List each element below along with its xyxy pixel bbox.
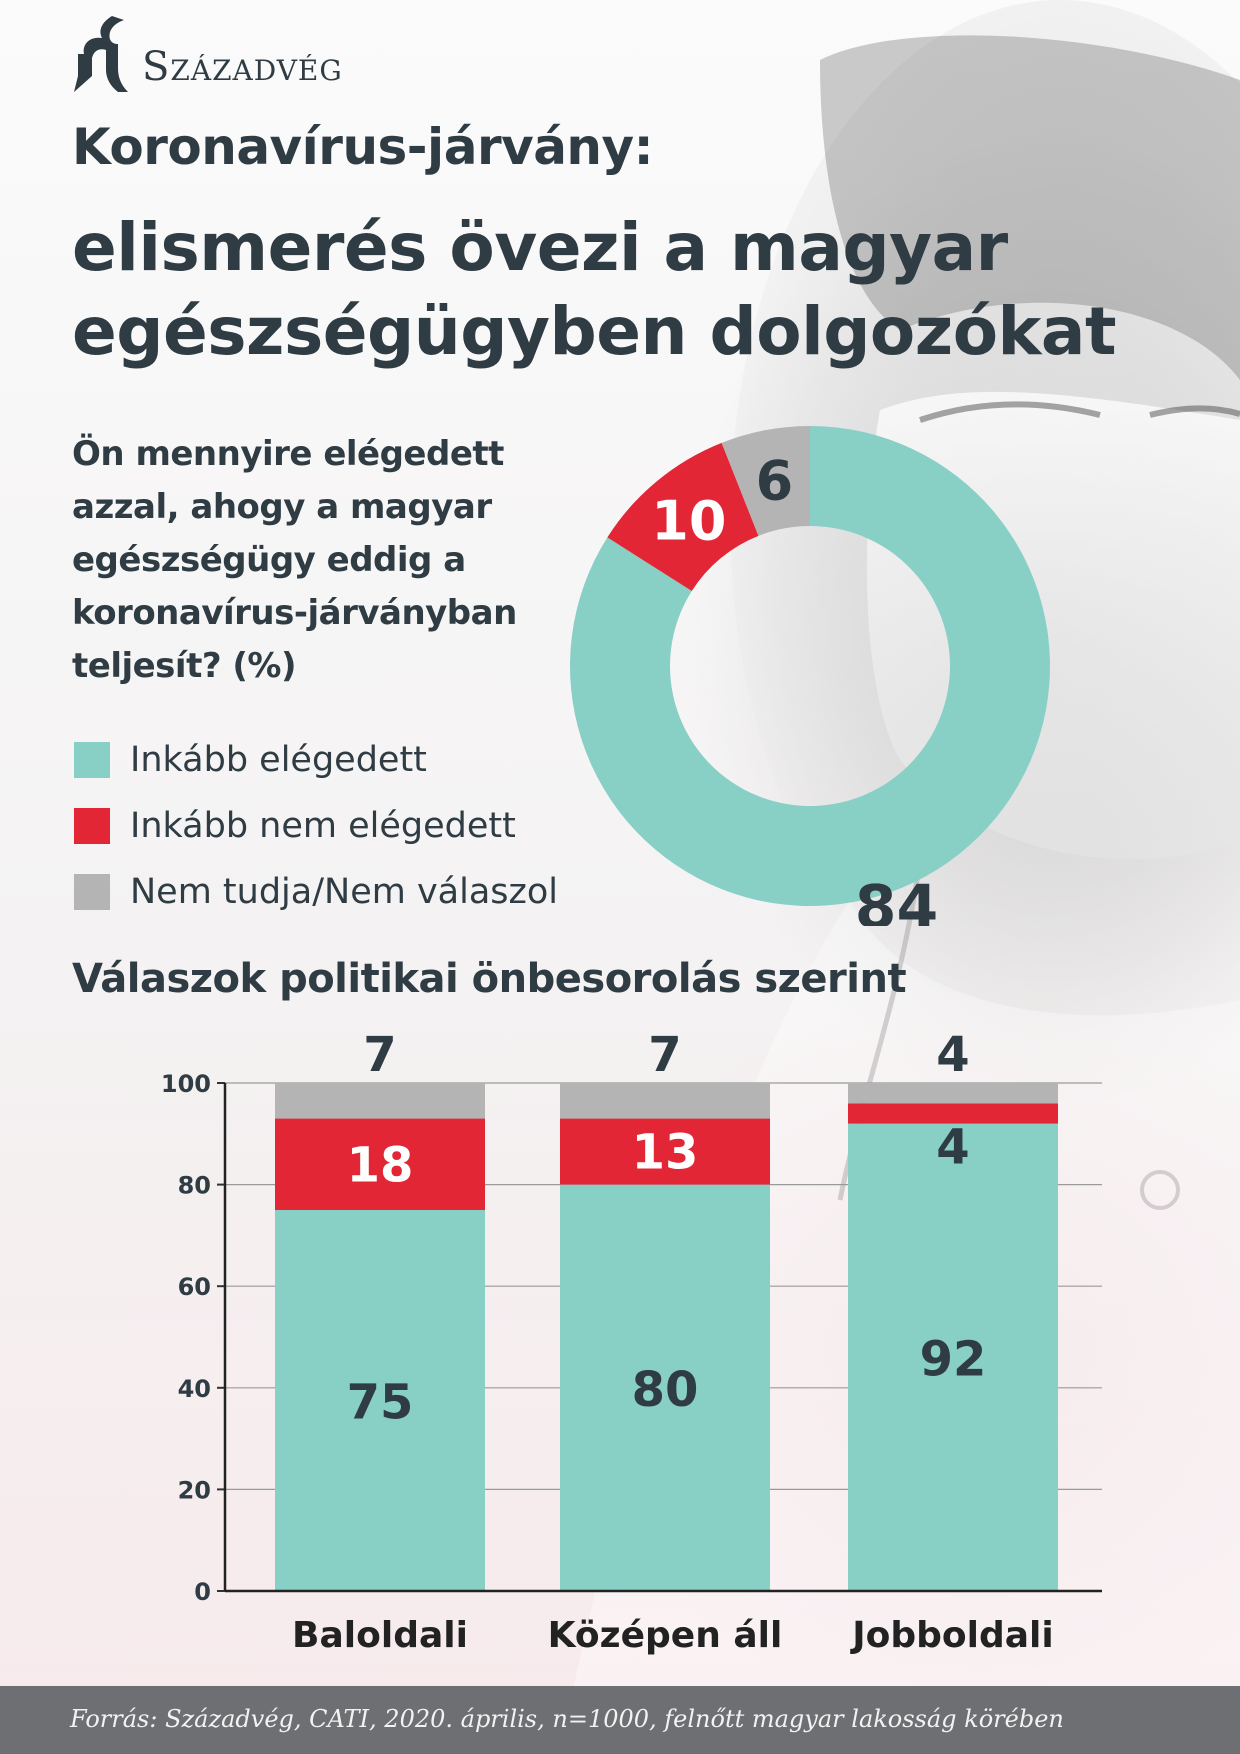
y-tick-label: 100	[161, 1070, 211, 1098]
szazadveg-logo-icon	[74, 16, 128, 92]
donut-label-satisfied: 84	[855, 872, 939, 926]
bar-label-satisfied: 92	[920, 1331, 987, 1387]
bar-segment-dont-know	[560, 1083, 770, 1119]
bar-label-not-satisfied: 13	[632, 1125, 699, 1181]
legend-label-satisfied: Inkább elégedett	[130, 740, 427, 780]
y-tick-label: 80	[178, 1172, 211, 1200]
legend: Inkább elégedett Inkább nem elégedett Ne…	[74, 732, 634, 930]
bar-segment-satisfied	[560, 1184, 770, 1591]
bar-label-satisfied: 75	[347, 1375, 414, 1431]
page-title: Koronavírus-járvány:	[72, 118, 654, 176]
legend-swatch-dont-know	[74, 874, 110, 910]
stacked-bar-chart: 0 20 40 60 80 100 75 18 7 Baloldali 80 13 7 Középen á…	[161, 1027, 1102, 1656]
brand-logo: Századvég	[72, 14, 432, 94]
bar-segment-dont-know	[848, 1083, 1058, 1104]
legend-item-dont-know: Nem tudja/Nem válaszol	[74, 864, 634, 930]
brand-name: Századvég	[142, 44, 343, 90]
donut-label-not-satisfied: 10	[651, 490, 726, 553]
legend-item-satisfied: Inkább elégedett	[74, 732, 634, 798]
legend-swatch-not-satisfied	[74, 808, 110, 844]
bar-label-not-satisfied: 4	[936, 1119, 969, 1175]
x-category-label: Jobboldali	[849, 1615, 1053, 1656]
y-tick-label: 20	[178, 1476, 211, 1504]
legend-item-not-satisfied: Inkább nem elégedett	[74, 798, 634, 864]
survey-question: Ön mennyire elégedett azzal, ahogy a mag…	[72, 434, 517, 686]
y-tick-label: 60	[178, 1273, 211, 1301]
bar-label-dont-know: 7	[363, 1027, 396, 1083]
legend-label-dont-know: Nem tudja/Nem válaszol	[130, 872, 559, 912]
bar-segment-dont-know	[275, 1083, 485, 1119]
bar-segment-satisfied	[848, 1123, 1058, 1591]
section-title: Válaszok politikai önbesorolás szerint	[72, 956, 907, 1002]
x-category-label: Középen áll	[548, 1615, 783, 1656]
bar-segment-not-satisfied	[560, 1118, 770, 1185]
bar-label-dont-know: 4	[936, 1027, 969, 1083]
bar-segment-not-satisfied	[848, 1103, 1058, 1124]
donut-label-dont-know: 6	[756, 449, 794, 512]
bar-segment-not-satisfied	[275, 1118, 485, 1210]
donut-slice-satisfied	[569, 426, 1050, 906]
x-category-label: Baloldali	[292, 1615, 468, 1656]
bar-label-satisfied: 80	[632, 1362, 699, 1418]
bar-label-not-satisfied: 18	[347, 1137, 414, 1193]
y-tick-label: 40	[178, 1375, 211, 1403]
legend-label-not-satisfied: Inkább nem elégedett	[130, 806, 516, 846]
footer: Forrás: Századvég, CATI, 2020. április, …	[0, 1686, 1240, 1754]
bar-label-dont-know: 7	[648, 1027, 681, 1083]
donut-slice-not-satisfied	[607, 442, 759, 591]
y-tick-label: 0	[194, 1578, 211, 1606]
page-subtitle: elismerés övezi a magyar egészségügyben …	[72, 209, 1117, 370]
donut-slice-dont-know	[721, 426, 810, 536]
source-note: Forrás: Századvég, CATI, 2020. április, …	[70, 1705, 1064, 1733]
legend-swatch-satisfied	[74, 742, 110, 778]
bar-segment-satisfied	[275, 1210, 485, 1591]
donut-chart: 84 10 6	[569, 426, 1050, 926]
